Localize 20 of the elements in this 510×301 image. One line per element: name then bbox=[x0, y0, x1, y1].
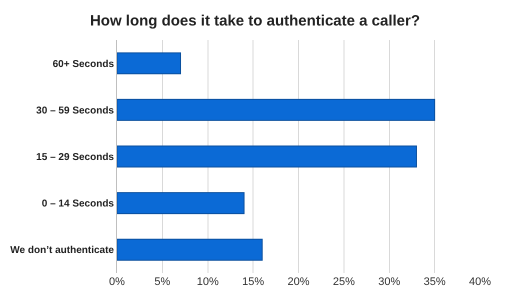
bar bbox=[117, 192, 245, 214]
y-tick-label: We don’t authenticate bbox=[10, 245, 114, 256]
x-tick-label: 10% bbox=[196, 276, 219, 288]
y-tick-label: 15 – 29 Seconds bbox=[36, 152, 114, 163]
bar bbox=[117, 238, 263, 261]
x-tick-label: 30% bbox=[378, 276, 400, 288]
y-tick-label: 30 – 59 Seconds bbox=[36, 105, 114, 116]
chart-title: How long does it take to authenticate a caller? bbox=[90, 12, 420, 30]
x-tick-label: 25% bbox=[332, 276, 356, 288]
x-tick-label: 0% bbox=[109, 276, 126, 288]
bar bbox=[117, 146, 417, 168]
bar bbox=[117, 98, 436, 121]
x-tick-label: 35% bbox=[424, 276, 446, 288]
y-tick-label: 60+ Seconds bbox=[52, 58, 114, 70]
x-tick-label: 5% bbox=[154, 276, 171, 288]
y-tick-label: 0 – 14 Seconds bbox=[42, 198, 114, 210]
x-tick-label: 40% bbox=[468, 276, 492, 288]
x-tick-label: 15% bbox=[242, 276, 264, 288]
x-tick-label: 20% bbox=[287, 276, 310, 288]
bar bbox=[117, 52, 182, 74]
